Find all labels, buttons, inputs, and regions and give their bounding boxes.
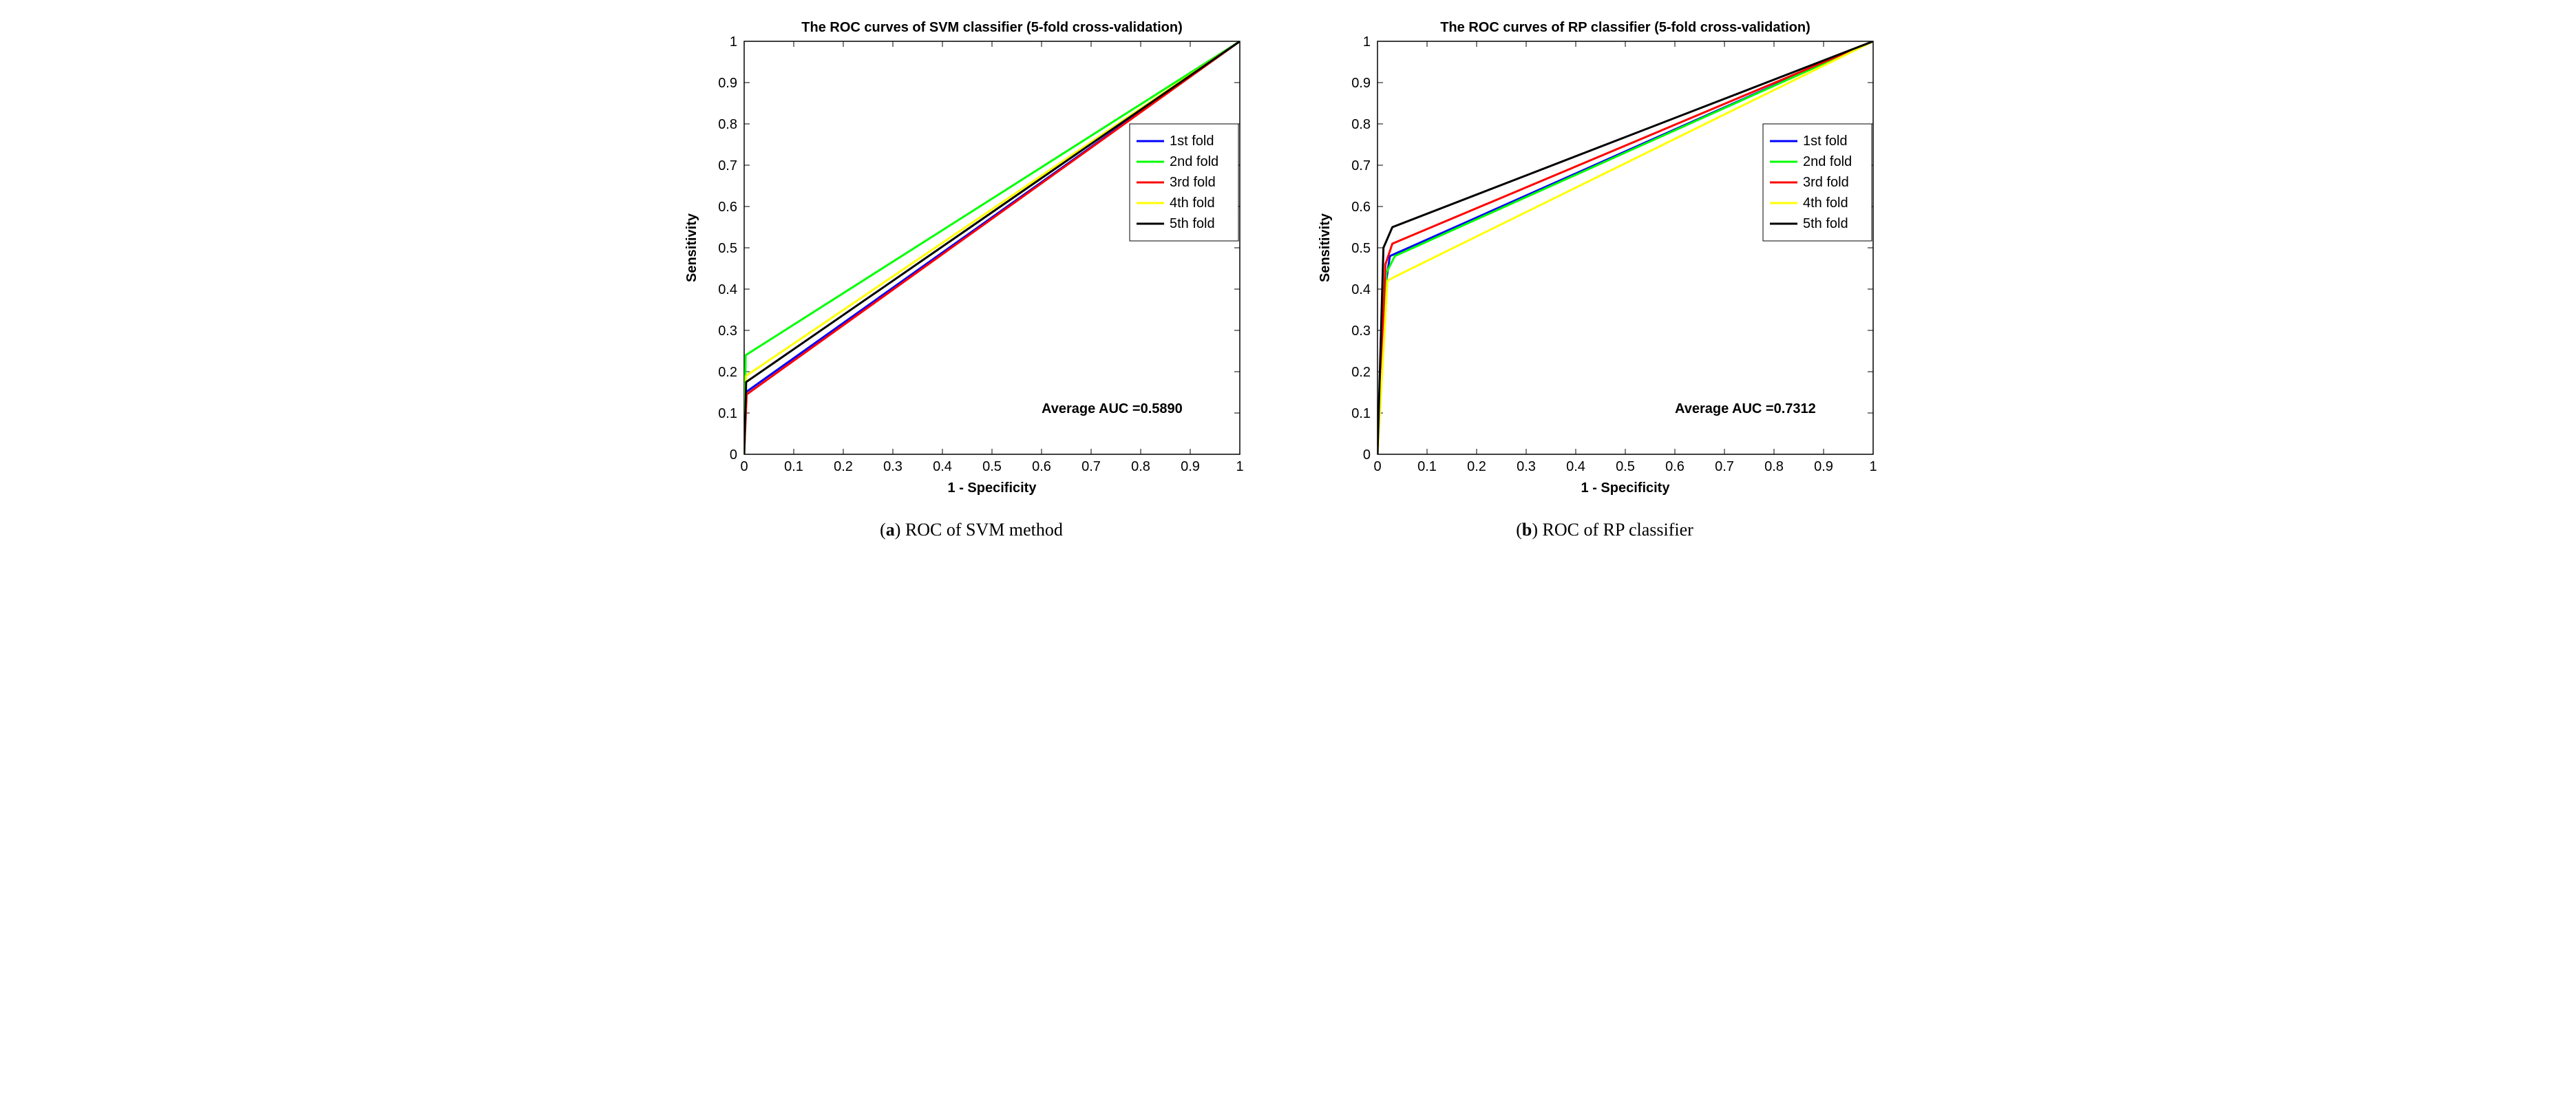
xtick-label: 0.1	[784, 459, 803, 474]
auc-annotation: Average AUC =0.7312	[1675, 401, 1816, 416]
panel-rp: 0 0.1 0.2 0.3 0.4 0.5 0.6 0.7 0.8 0.9 1 0 0.1 0.2 0.3 0…	[1302, 14, 1908, 540]
caption-letter-rp: b	[1522, 520, 1532, 540]
y-axis-label: Sensitivity	[1318, 213, 1333, 282]
chart-title: The ROC curves of SVM classifier (5-fold…	[801, 20, 1182, 35]
ytick-label: 0.5	[1351, 241, 1371, 256]
xtick-label: 0.1	[1417, 459, 1437, 474]
ytick-label: 0.2	[718, 365, 737, 380]
xtick-label: 0	[740, 459, 748, 474]
xtick-label: 0.3	[883, 459, 902, 474]
figure-container: 0 0.1 0.2 0.3 0.4 0.5 0.6 0.7 0.8 0.9 1 0 0.1 0.2 0.3 0…	[14, 14, 2562, 540]
caption-text-svm: ROC of SVM method	[905, 520, 1063, 540]
xtick-label: 0.5	[982, 459, 1002, 474]
legend-label: 2nd fold	[1170, 154, 1218, 169]
x-axis-label: 1 - Specificity	[1581, 480, 1671, 496]
chart-title: The ROC curves of RP classifier (5-fold …	[1440, 20, 1810, 35]
ytick-label: 0	[1363, 447, 1371, 463]
xtick-label: 1	[1869, 459, 1877, 474]
xtick-label: 0.6	[1032, 459, 1051, 474]
legend-label: 1st fold	[1803, 134, 1847, 149]
ytick-label: 0.8	[718, 117, 737, 132]
roc-chart-svm: 0 0.1 0.2 0.3 0.4 0.5 0.6 0.7 0.8 0.9 1 0 0.1 0.2 0.3 0…	[668, 14, 1274, 509]
plot-rp: 0 0.1 0.2 0.3 0.4 0.5 0.6 0.7 0.8 0.9 1 0 0.1 0.2 0.3 0…	[1302, 14, 1908, 513]
ytick-label: 0.4	[718, 282, 737, 297]
xtick-label: 0.3	[1517, 459, 1536, 474]
ytick-label: 0.1	[1351, 406, 1371, 421]
legend-label: 4th fold	[1803, 195, 1848, 211]
ytick-label: 0.9	[1351, 76, 1371, 91]
ytick-label: 0.9	[718, 76, 737, 91]
ytick-label: 0.7	[718, 158, 737, 173]
ytick-label: 0.3	[1351, 324, 1371, 339]
legend-label: 5th fold	[1170, 216, 1215, 231]
caption-letter-svm: a	[886, 520, 895, 540]
xtick-label: 0.2	[834, 459, 853, 474]
xtick-label: 0.9	[1814, 459, 1833, 474]
xtick-label: 0.4	[1566, 459, 1585, 474]
x-axis-label: 1 - Specificity	[948, 480, 1037, 496]
ytick-label: 1	[730, 34, 737, 50]
roc-chart-rp: 0 0.1 0.2 0.3 0.4 0.5 0.6 0.7 0.8 0.9 1 0 0.1 0.2 0.3 0…	[1302, 14, 1908, 509]
caption-svm: (a) ROC of SVM method	[880, 520, 1063, 540]
caption-rp: (b) ROC of RP classifier	[1516, 520, 1693, 540]
ytick-label: 0.7	[1351, 158, 1371, 173]
legend-label: 3rd fold	[1170, 175, 1216, 190]
xtick-label: 0.5	[1616, 459, 1635, 474]
legend: 1st fold 2nd fold 3rd fold 4th fold 5th fold	[1130, 124, 1238, 241]
ytick-label: 1	[1363, 34, 1371, 50]
xtick-label: 1	[1236, 459, 1243, 474]
xtick-label: 0.8	[1131, 459, 1150, 474]
panel-svm: 0 0.1 0.2 0.3 0.4 0.5 0.6 0.7 0.8 0.9 1 0 0.1 0.2 0.3 0…	[668, 14, 1274, 540]
legend-label: 1st fold	[1170, 134, 1214, 149]
legend-label: 4th fold	[1170, 195, 1215, 211]
plot-svm: 0 0.1 0.2 0.3 0.4 0.5 0.6 0.7 0.8 0.9 1 0 0.1 0.2 0.3 0…	[668, 14, 1274, 513]
ytick-label: 0.5	[718, 241, 737, 256]
ytick-label: 0.6	[1351, 200, 1371, 215]
xtick-label: 0.6	[1665, 459, 1685, 474]
legend-label: 5th fold	[1803, 216, 1848, 231]
ytick-label: 0.4	[1351, 282, 1371, 297]
ytick-label: 0.8	[1351, 117, 1371, 132]
xtick-label: 0.9	[1181, 459, 1200, 474]
ytick-label: 0.3	[718, 324, 737, 339]
xtick-label: 0.7	[1081, 459, 1101, 474]
legend: 1st fold 2nd fold 3rd fold 4th fold 5th fold	[1763, 124, 1872, 241]
xtick-label: 0.8	[1764, 459, 1784, 474]
auc-annotation: Average AUC =0.5890	[1042, 401, 1183, 416]
legend-label: 3rd fold	[1803, 175, 1849, 190]
ytick-label: 0.2	[1351, 365, 1371, 380]
ytick-label: 0	[730, 447, 737, 463]
y-axis-label: Sensitivity	[684, 213, 699, 282]
caption-text-rp: ROC of RP classifier	[1543, 520, 1693, 540]
xtick-label: 0.7	[1715, 459, 1734, 474]
xtick-label: 0	[1373, 459, 1381, 474]
ytick-label: 0.6	[718, 200, 737, 215]
ytick-label: 0.1	[718, 406, 737, 421]
xtick-label: 0.4	[933, 459, 952, 474]
xtick-label: 0.2	[1467, 459, 1486, 474]
legend-label: 2nd fold	[1803, 154, 1852, 169]
